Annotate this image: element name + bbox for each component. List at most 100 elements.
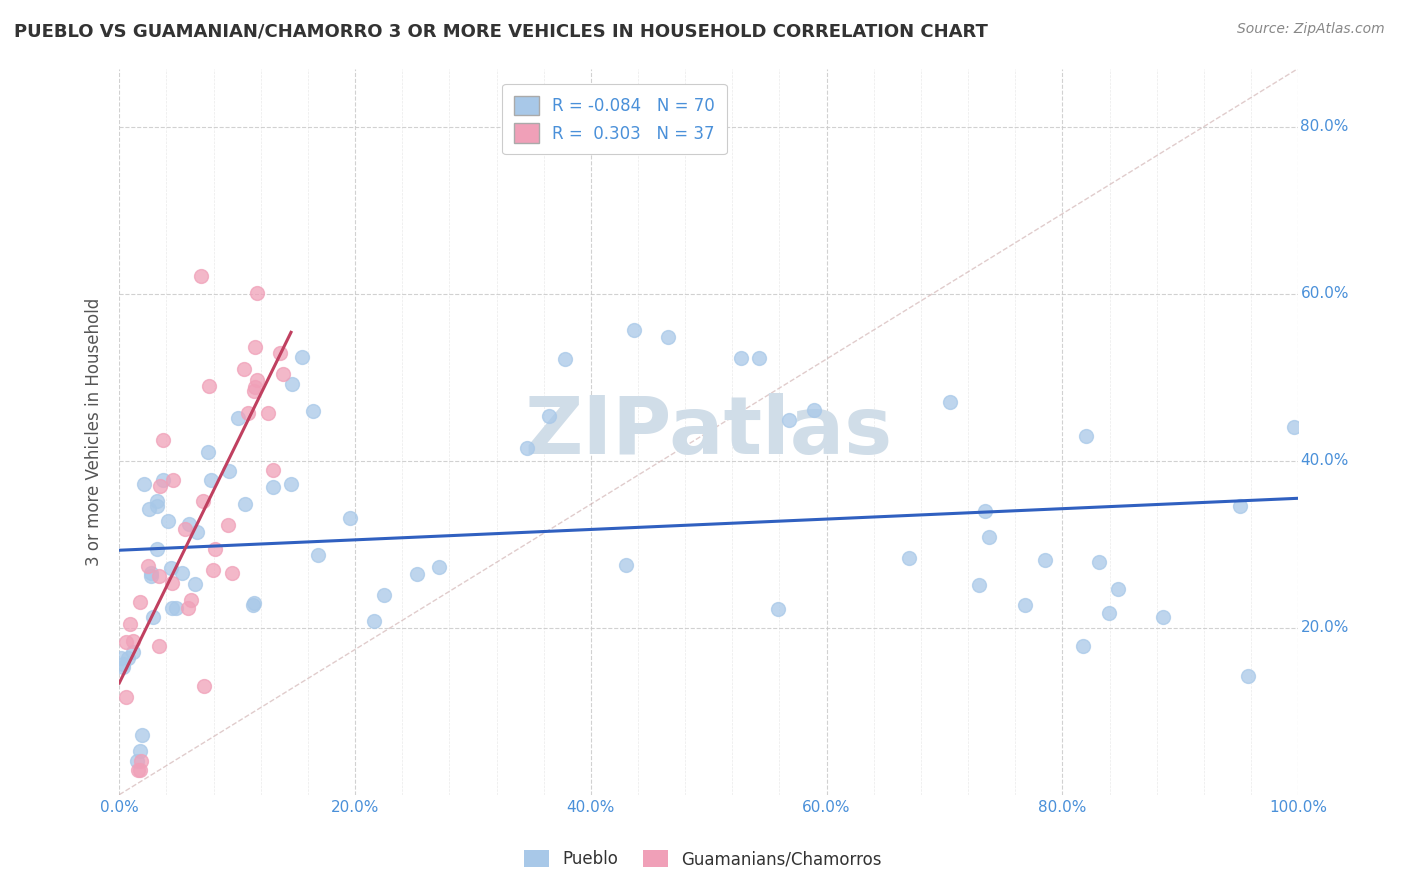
Point xyxy=(803,403,825,417)
Point xyxy=(191,494,214,508)
Point xyxy=(307,548,329,562)
Point xyxy=(165,601,187,615)
Point xyxy=(152,433,174,447)
Point xyxy=(623,323,645,337)
Point xyxy=(149,479,172,493)
Text: 20.0%: 20.0% xyxy=(1301,620,1348,635)
Point xyxy=(897,550,920,565)
Point xyxy=(280,476,302,491)
Point xyxy=(160,576,183,591)
Point xyxy=(142,610,165,624)
Point xyxy=(979,530,1001,544)
Point xyxy=(145,541,167,556)
Point xyxy=(233,497,256,511)
Point xyxy=(262,463,284,477)
Point xyxy=(1014,598,1036,612)
Point xyxy=(257,406,280,420)
Legend: Pueblo, Guamanians/Chamorros: Pueblo, Guamanians/Chamorros xyxy=(517,843,889,875)
Point xyxy=(1107,582,1129,597)
Point xyxy=(115,690,138,705)
Text: PUEBLO VS GUAMANIAN/CHAMORRO 3 OR MORE VEHICLES IN HOUSEHOLD CORRELATION CHART: PUEBLO VS GUAMANIAN/CHAMORRO 3 OR MORE V… xyxy=(14,22,988,40)
Point xyxy=(117,651,139,665)
Point xyxy=(148,569,170,583)
Point xyxy=(262,480,284,494)
Point xyxy=(160,561,183,575)
Text: Source: ZipAtlas.com: Source: ZipAtlas.com xyxy=(1237,22,1385,37)
Point xyxy=(145,493,167,508)
Point xyxy=(200,473,222,487)
Point xyxy=(184,577,207,591)
Point xyxy=(138,501,160,516)
Point xyxy=(1229,499,1251,513)
Point xyxy=(204,541,226,556)
Point xyxy=(152,473,174,487)
Point xyxy=(128,744,150,758)
Point xyxy=(730,351,752,365)
Point xyxy=(180,593,202,607)
Point xyxy=(127,763,149,777)
Point xyxy=(129,763,152,777)
Point xyxy=(614,558,637,573)
Point xyxy=(202,564,225,578)
Point xyxy=(141,569,163,583)
Point xyxy=(129,754,152,768)
Point xyxy=(516,441,538,455)
Text: 80.0%: 80.0% xyxy=(1301,120,1348,135)
Point xyxy=(233,361,256,376)
Point xyxy=(538,409,561,424)
Point xyxy=(228,411,250,425)
Point xyxy=(1284,420,1306,434)
Point xyxy=(110,651,132,665)
Point xyxy=(120,617,142,632)
Point xyxy=(406,566,429,581)
Y-axis label: 3 or more Vehicles in Household: 3 or more Vehicles in Household xyxy=(86,298,103,566)
Point xyxy=(243,339,266,353)
Point xyxy=(554,352,576,367)
Point xyxy=(221,566,243,580)
Point xyxy=(974,504,997,518)
Point xyxy=(281,376,304,391)
Point xyxy=(967,578,990,592)
Point xyxy=(146,499,169,513)
Point xyxy=(1152,609,1174,624)
Point xyxy=(778,413,800,427)
Point xyxy=(1033,552,1056,566)
Point xyxy=(177,516,200,531)
Point xyxy=(1076,429,1098,443)
Point xyxy=(236,406,259,420)
Point xyxy=(122,645,145,659)
Point xyxy=(141,566,163,581)
Point xyxy=(111,657,134,671)
Point xyxy=(190,268,212,283)
Point xyxy=(246,286,269,301)
Point xyxy=(939,394,962,409)
Point xyxy=(339,510,361,524)
Point xyxy=(768,602,790,616)
Point xyxy=(269,346,291,360)
Point xyxy=(125,754,148,768)
Point xyxy=(115,634,138,648)
Point xyxy=(132,476,155,491)
Point xyxy=(1073,640,1095,654)
Text: 40.0%: 40.0% xyxy=(1301,453,1348,468)
Point xyxy=(748,351,770,366)
Point xyxy=(1236,669,1258,683)
Point xyxy=(177,601,200,615)
Point xyxy=(197,444,219,458)
Point xyxy=(242,598,264,612)
Point xyxy=(160,600,183,615)
Point xyxy=(129,594,152,608)
Point xyxy=(1097,606,1119,620)
Point xyxy=(162,473,184,487)
Point xyxy=(1088,555,1111,569)
Point xyxy=(174,522,197,536)
Point xyxy=(172,566,194,580)
Point xyxy=(242,384,264,399)
Text: ZIPatlas: ZIPatlas xyxy=(524,392,893,471)
Point xyxy=(363,614,385,628)
Legend: R = -0.084   N = 70, R =  0.303   N = 37: R = -0.084 N = 70, R = 0.303 N = 37 xyxy=(502,84,727,154)
Point xyxy=(186,525,208,540)
Point xyxy=(427,560,450,574)
Point xyxy=(657,330,679,344)
Point xyxy=(197,379,219,393)
